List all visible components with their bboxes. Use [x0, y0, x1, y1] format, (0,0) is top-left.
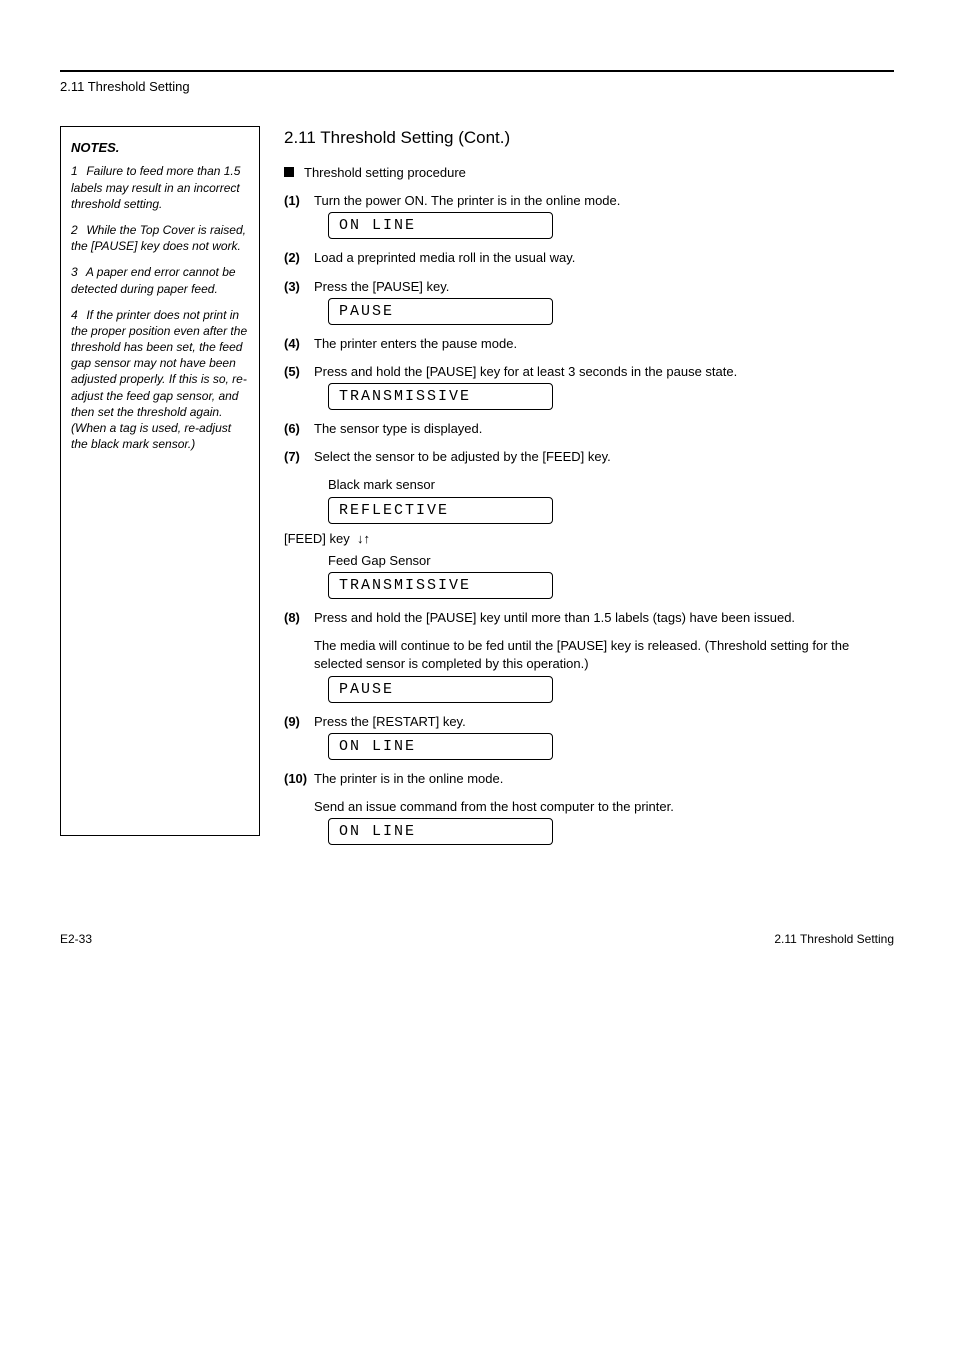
footer-right: 2.11 Threshold Setting — [774, 931, 894, 948]
step-number: (2) — [284, 249, 306, 267]
lcd-display: ON LINE — [328, 733, 553, 760]
page-layout: NOTES. 1 Failure to feed more than 1.5 l… — [60, 126, 894, 851]
step: (4) The printer enters the pause mode. — [284, 335, 894, 353]
step-number: (10) — [284, 770, 306, 788]
step-text: Send an issue command from the host comp… — [314, 798, 894, 816]
note-item: 1 Failure to feed more than 1.5 labels m… — [71, 163, 249, 212]
step: (8) Press and hold the [PAUSE] key until… — [284, 609, 894, 627]
note-text: A paper end error cannot be detected dur… — [71, 265, 236, 295]
subtitle-text: Threshold setting procedure — [304, 164, 466, 182]
note-item: 4 If the printer does not print in the p… — [71, 307, 249, 453]
feed-key-arrow: [FEED] key ↓↑ — [284, 530, 894, 548]
step-text: The media will continue to be fed until … — [314, 637, 894, 673]
step-continuation: Send an issue command from the host comp… — [284, 798, 894, 816]
step-number-empty — [284, 637, 306, 673]
main-column: 2.11 Threshold Setting (Cont.) Threshold… — [284, 126, 894, 851]
note-item: 2 While the Top Cover is raised, the [PA… — [71, 222, 249, 254]
page-footer: E2-33 2.11 Threshold Setting — [60, 931, 894, 948]
lcd-display: TRANSMISSIVE — [328, 572, 553, 599]
lcd-display: TRANSMISSIVE — [328, 383, 553, 410]
step-text: Press and hold the [PAUSE] key until mor… — [314, 609, 894, 627]
step: (2) Load a preprinted media roll in the … — [284, 249, 894, 267]
step-number-empty — [284, 798, 306, 816]
note-text: While the Top Cover is raised, the [PAUS… — [71, 223, 246, 253]
note-index: 1 — [71, 163, 83, 179]
note-text: Failure to feed more than 1.5 labels may… — [71, 164, 240, 210]
note-index: 3 — [71, 264, 83, 280]
step-number: (7) — [284, 448, 306, 466]
step: (7) Select the sensor to be adjusted by … — [284, 448, 894, 466]
step: (5) Press and hold the [PAUSE] key for a… — [284, 363, 894, 381]
step-text: Select the sensor to be adjusted by the … — [314, 448, 894, 466]
step: (10) The printer is in the online mode. — [284, 770, 894, 788]
notes-sidebar: NOTES. 1 Failure to feed more than 1.5 l… — [60, 126, 260, 836]
step: (6) The sensor type is displayed. — [284, 420, 894, 438]
lcd-display: PAUSE — [328, 298, 553, 325]
step-text: Turn the power ON. The printer is in the… — [314, 192, 894, 210]
lcd-display: ON LINE — [328, 212, 553, 239]
footer-left: E2-33 — [60, 931, 92, 948]
header-space — [60, 40, 894, 70]
notes-title: NOTES. — [71, 139, 249, 157]
step-number: (9) — [284, 713, 306, 731]
step-number: (4) — [284, 335, 306, 353]
note-text: If the printer does not print in the pro… — [71, 308, 247, 452]
section-label: 2.11 Threshold Setting — [60, 78, 894, 96]
page-title: 2.11 Threshold Setting (Cont.) — [284, 126, 894, 150]
step-text: The printer enters the pause mode. — [314, 335, 894, 353]
step-continuation: The media will continue to be fed until … — [284, 637, 894, 673]
step: (9) Press the [RESTART] key. — [284, 713, 894, 731]
step-number: (8) — [284, 609, 306, 627]
note-index: 4 — [71, 307, 83, 323]
lcd-display: REFLECTIVE — [328, 497, 553, 524]
header-rule — [60, 70, 894, 72]
lcd-display: PAUSE — [328, 676, 553, 703]
step-number: (6) — [284, 420, 306, 438]
step-number: (3) — [284, 278, 306, 296]
step: (3) Press the [PAUSE] key. — [284, 278, 894, 296]
step-number: (5) — [284, 363, 306, 381]
note-index: 2 — [71, 222, 83, 238]
subtitle-row: Threshold setting procedure — [284, 164, 894, 182]
step-text: Press the [RESTART] key. — [314, 713, 894, 731]
step-number: (1) — [284, 192, 306, 210]
step: (1) Turn the power ON. The printer is in… — [284, 192, 894, 210]
step-text: The printer is in the online mode. — [314, 770, 894, 788]
step-text: The sensor type is displayed. — [314, 420, 894, 438]
step-text: Load a preprinted media roll in the usua… — [314, 249, 894, 267]
step-text: Press and hold the [PAUSE] key for at le… — [314, 363, 894, 381]
step-text: Press the [PAUSE] key. — [314, 278, 894, 296]
sensor-caption: Black mark sensor — [328, 476, 894, 494]
square-bullet-icon — [284, 167, 294, 177]
sensor-caption: Feed Gap Sensor — [328, 552, 894, 570]
lcd-display: ON LINE — [328, 818, 553, 845]
note-item: 3 A paper end error cannot be detected d… — [71, 264, 249, 296]
